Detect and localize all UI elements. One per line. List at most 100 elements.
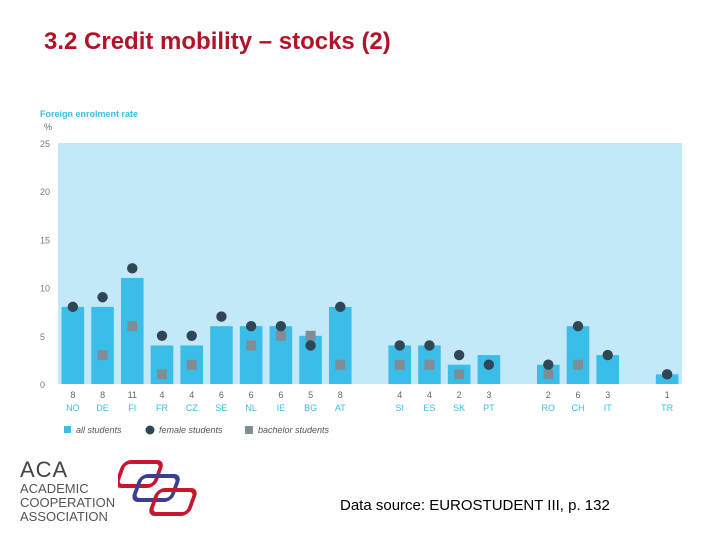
value-label: 6	[575, 390, 580, 400]
value-label: 4	[189, 390, 194, 400]
marker-female-students	[453, 349, 465, 361]
marker-bachelor-students	[305, 330, 316, 341]
value-label: 11	[128, 390, 137, 400]
marker-female-students	[245, 320, 257, 332]
marker-female-students	[543, 359, 554, 370]
value-label: 1	[665, 390, 670, 400]
logo-line-2: COOPERATION	[20, 495, 116, 510]
value-label: 4	[159, 390, 164, 400]
x-tick-label: ES	[423, 403, 435, 413]
x-tick-label: IT	[604, 403, 613, 413]
x-tick-label: FI	[128, 403, 136, 413]
x-tick-label: SK	[453, 403, 465, 413]
y-tick-label: 5	[40, 332, 45, 342]
logo-abbr: ACA	[20, 457, 69, 482]
x-tick-label: SI	[395, 403, 404, 413]
marker-female-students	[424, 340, 435, 351]
x-tick-label: CH	[572, 403, 585, 413]
legend-label-bachelor: bachelor students	[258, 425, 330, 435]
value-label: 6	[278, 390, 283, 400]
marker-female-students	[483, 359, 495, 370]
legend-swatch-bachelor	[245, 426, 253, 434]
y-axis-label: Foreign enrolment rate	[40, 109, 138, 119]
marker-female-students	[67, 301, 79, 313]
logo-line-3: ASSOCIATION	[20, 509, 108, 524]
marker-female-students	[335, 301, 346, 313]
marker-bachelor-students	[97, 350, 108, 361]
bar-all-students	[596, 355, 620, 384]
bar-all-students	[566, 326, 590, 384]
markers	[67, 263, 673, 380]
x-tick-label: FR	[156, 403, 168, 413]
x-tick-label: AT	[335, 403, 346, 413]
value-label: 8	[338, 390, 343, 400]
marker-female-students	[156, 330, 168, 341]
logo-line-1: ACADEMIC	[20, 481, 89, 496]
x-tick-label: NO	[66, 403, 80, 413]
legend-swatch-all	[64, 426, 71, 433]
bar-all-students	[150, 345, 174, 384]
marker-bachelor-students	[543, 369, 554, 380]
value-label: 3	[486, 390, 491, 400]
marker-female-students	[275, 320, 287, 332]
value-label: 2	[457, 390, 462, 400]
x-tick-label: PT	[483, 403, 495, 413]
x-labels: 8 NO 8 DE 11 FI 4 FR 4 CZ 6 SE 6 NL 6 IE 5 BG 8 AT 4 SI 4 ES 2 SK…	[66, 390, 674, 413]
y-tick-label: 20	[40, 187, 50, 197]
value-label: 3	[605, 390, 610, 400]
value-label: 4	[397, 390, 402, 400]
slide-title: 3.2 Credit mobility – stocks (2)	[44, 28, 391, 55]
y-tick-label: 10	[40, 284, 50, 294]
marker-female-students	[97, 292, 108, 303]
y-tick-label: 15	[40, 235, 50, 245]
marker-female-students	[602, 349, 613, 361]
aca-logo-text: ACA ACADEMIC COOPERATION ASSOCIATION	[20, 458, 115, 524]
value-label: 4	[427, 390, 432, 400]
marker-bachelor-students	[394, 359, 405, 370]
value-label: 5	[308, 390, 313, 400]
y-tick-label: 0	[40, 380, 45, 390]
x-tick-label: BG	[304, 403, 317, 413]
marker-female-students	[216, 311, 227, 322]
bar-all-students	[239, 326, 263, 384]
value-label: 8	[100, 390, 105, 400]
marker-female-students	[572, 320, 584, 332]
y-axis-unit: %	[44, 122, 52, 132]
marker-bachelor-students	[573, 359, 583, 370]
marker-female-students	[186, 330, 197, 341]
marker-bachelor-students	[157, 369, 167, 380]
bar-all-students	[269, 326, 293, 384]
legend: all students female students bachelor stud…	[64, 425, 330, 435]
bar-all-students	[328, 306, 352, 384]
value-label: 6	[219, 390, 224, 400]
y-tick-label: 25	[40, 139, 50, 149]
marker-female-students	[394, 340, 405, 351]
value-label: 2	[546, 390, 551, 400]
value-label: 8	[70, 390, 75, 400]
legend-label-all: all students	[76, 425, 122, 435]
marker-female-students	[127, 263, 138, 274]
marker-bachelor-students	[335, 359, 346, 370]
bar-all-students	[91, 306, 114, 384]
marker-bachelor-students	[186, 359, 197, 370]
legend-label-female: female students	[159, 425, 223, 435]
marker-bachelor-students	[127, 321, 138, 332]
x-tick-label: SE	[215, 403, 227, 413]
data-source: Data source: EUROSTUDENT III, p. 132	[340, 497, 610, 514]
bar-all-students	[61, 306, 85, 384]
legend-swatch-female	[145, 425, 155, 435]
marker-bachelor-students	[275, 330, 286, 341]
x-tick-label: CZ	[186, 403, 198, 413]
x-tick-label: TR	[661, 403, 673, 413]
marker-bachelor-students	[424, 359, 435, 370]
x-tick-label: DE	[96, 403, 109, 413]
marker-female-students	[661, 369, 673, 380]
aca-logo-icon	[118, 460, 197, 516]
bar-all-students	[210, 326, 233, 384]
x-tick-label: IE	[277, 403, 286, 413]
bar-all-students	[299, 335, 322, 384]
x-tick-label: NL	[245, 403, 257, 413]
y-ticks: 0 5 10 15 20 25	[40, 139, 50, 390]
value-label: 6	[249, 390, 254, 400]
